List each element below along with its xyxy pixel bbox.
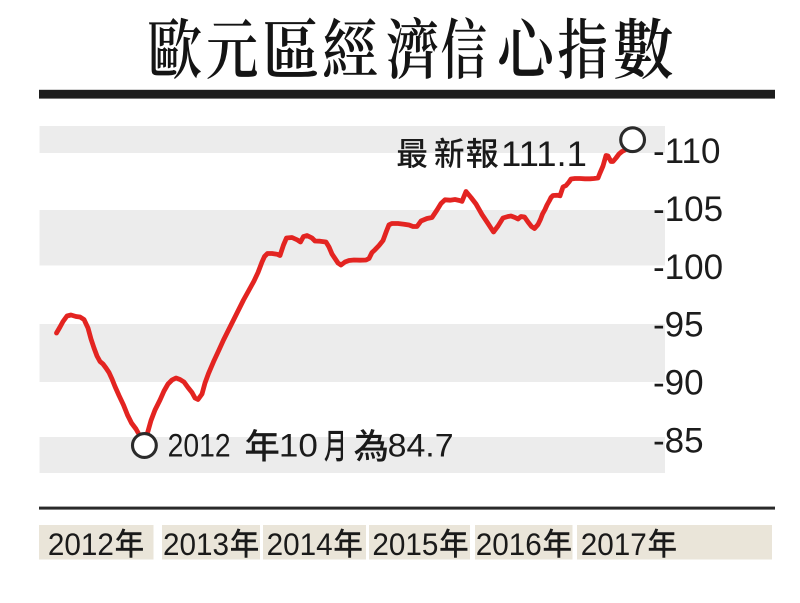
svg-text:-90: -90 bbox=[653, 364, 704, 403]
svg-text:-100: -100 bbox=[653, 248, 723, 287]
svg-text:2012: 2012 bbox=[168, 427, 231, 463]
svg-text:-110: -110 bbox=[653, 132, 720, 171]
svg-text:2015: 2015 bbox=[372, 526, 438, 562]
svg-text:-105: -105 bbox=[653, 190, 723, 229]
svg-text:2017: 2017 bbox=[581, 526, 647, 562]
svg-text:111.1: 111.1 bbox=[501, 135, 587, 174]
svg-text:2012: 2012 bbox=[48, 526, 114, 562]
svg-text:84.7: 84.7 bbox=[388, 427, 454, 463]
svg-text:2014: 2014 bbox=[267, 526, 333, 562]
svg-text:-85: -85 bbox=[653, 422, 704, 461]
svg-text:2016: 2016 bbox=[476, 526, 542, 562]
svg-text:2013: 2013 bbox=[163, 526, 229, 562]
svg-text:-95: -95 bbox=[653, 306, 704, 345]
svg-text:10: 10 bbox=[279, 427, 318, 463]
